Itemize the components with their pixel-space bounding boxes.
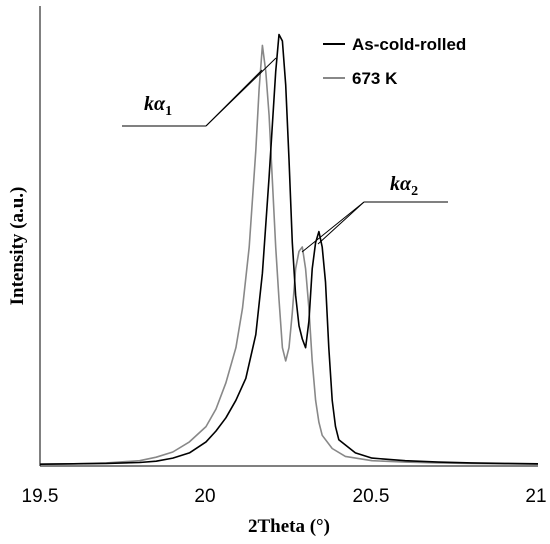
annotation-ka2: kα2 xyxy=(301,173,448,253)
annotation-ka2-label: kα2 xyxy=(390,173,418,199)
series-line-as-cold-rolled xyxy=(39,33,539,465)
x-tick-label: 21 xyxy=(525,486,546,507)
annotation-ka2-pointer xyxy=(301,201,365,253)
annotation-ka1-sub: 1 xyxy=(165,104,172,119)
legend-label-673k: 673 K xyxy=(352,69,398,88)
annotation-ka1-pointer xyxy=(205,57,277,127)
annotation-ka1: kα1 xyxy=(122,57,277,127)
annotation-ka2-text: kα xyxy=(390,173,412,195)
annotation-ka2-sub: 2 xyxy=(411,184,418,199)
y-axis-title: Intensity (a.u.) xyxy=(7,187,28,306)
x-tick-label: 20.5 xyxy=(353,486,390,507)
annotation-ka2-pointer xyxy=(317,201,365,245)
x-tick-label: 19.5 xyxy=(22,486,59,507)
series-layer xyxy=(39,33,539,465)
series-line-673-k xyxy=(39,44,539,465)
annotation-ka1-text: kα xyxy=(144,93,166,115)
x-axis-title: 2Theta (°) xyxy=(248,516,330,537)
legend: As-cold-rolled 673 K xyxy=(323,35,466,88)
legend-label-as-cold-rolled: As-cold-rolled xyxy=(352,35,466,54)
annotation-ka1-label: kα1 xyxy=(144,93,172,119)
x-tick-label: 20 xyxy=(194,486,215,507)
